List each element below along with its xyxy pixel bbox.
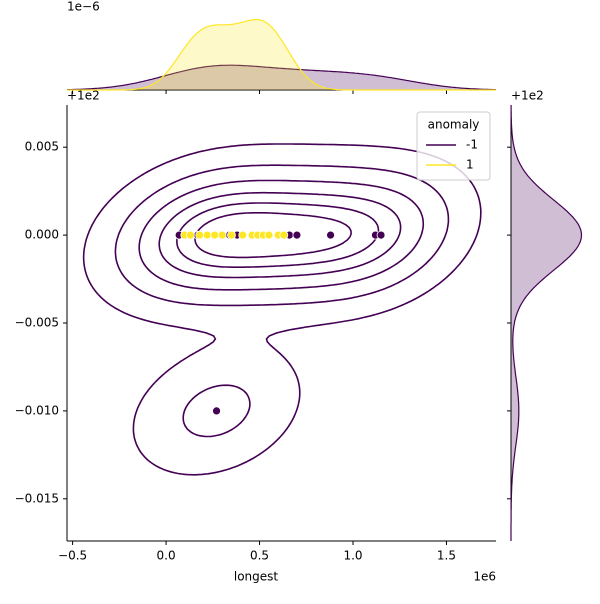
y-offset-text: +1e2 — [67, 89, 100, 103]
data-point — [217, 230, 227, 240]
y-tick-label: −0.015 — [15, 491, 59, 505]
x-axis-label: longest — [234, 570, 279, 584]
legend-label: -1 — [466, 138, 478, 152]
data-point — [202, 230, 212, 240]
top-marginal-offset-text: 1e−6 — [67, 0, 100, 14]
kde-contours — [82, 143, 482, 476]
data-point — [227, 230, 236, 240]
marginal-kde-fill — [67, 19, 496, 90]
data-point — [212, 406, 221, 416]
data-point — [326, 230, 335, 240]
data-point — [185, 230, 195, 240]
x-tick-label: 1.0 — [343, 549, 362, 563]
data-point — [376, 230, 386, 240]
data-point — [292, 230, 302, 240]
marginal-kde-line — [510, 105, 583, 541]
x-offset-text: 1e6 — [473, 570, 496, 584]
legend-box — [416, 111, 491, 181]
kde-contour — [158, 191, 402, 279]
kde-contour — [176, 202, 380, 268]
marginal-kde-line — [67, 64, 496, 91]
marginal-kde-fill — [511, 105, 582, 541]
data-point — [210, 230, 220, 240]
data-point — [264, 230, 274, 240]
marginal-kde-fill — [67, 65, 496, 90]
y-tick-label: 0.000 — [25, 228, 59, 242]
y-tick-label: −0.005 — [15, 316, 59, 330]
x-tick-label: 1.5 — [437, 549, 456, 563]
x-tick-label: −0.5 — [58, 549, 87, 563]
legend-label: 1 — [466, 158, 474, 172]
kde-contour — [82, 143, 482, 476]
right-marginal-offset-text: +1e2 — [511, 89, 544, 103]
data-point — [195, 230, 205, 240]
kde-contour — [194, 212, 352, 259]
legend-title: anomaly — [428, 118, 480, 132]
data-point — [279, 230, 289, 240]
y-tick-label: 0.005 — [25, 140, 59, 154]
kde-contour — [114, 164, 450, 438]
x-tick-label: 0.5 — [250, 549, 269, 563]
marginal-kde-line — [67, 18, 496, 91]
kde-contour — [138, 179, 425, 291]
data-point — [238, 230, 248, 240]
y-tick-label: −0.010 — [15, 403, 59, 417]
x-tick-label: 0.0 — [157, 549, 176, 563]
